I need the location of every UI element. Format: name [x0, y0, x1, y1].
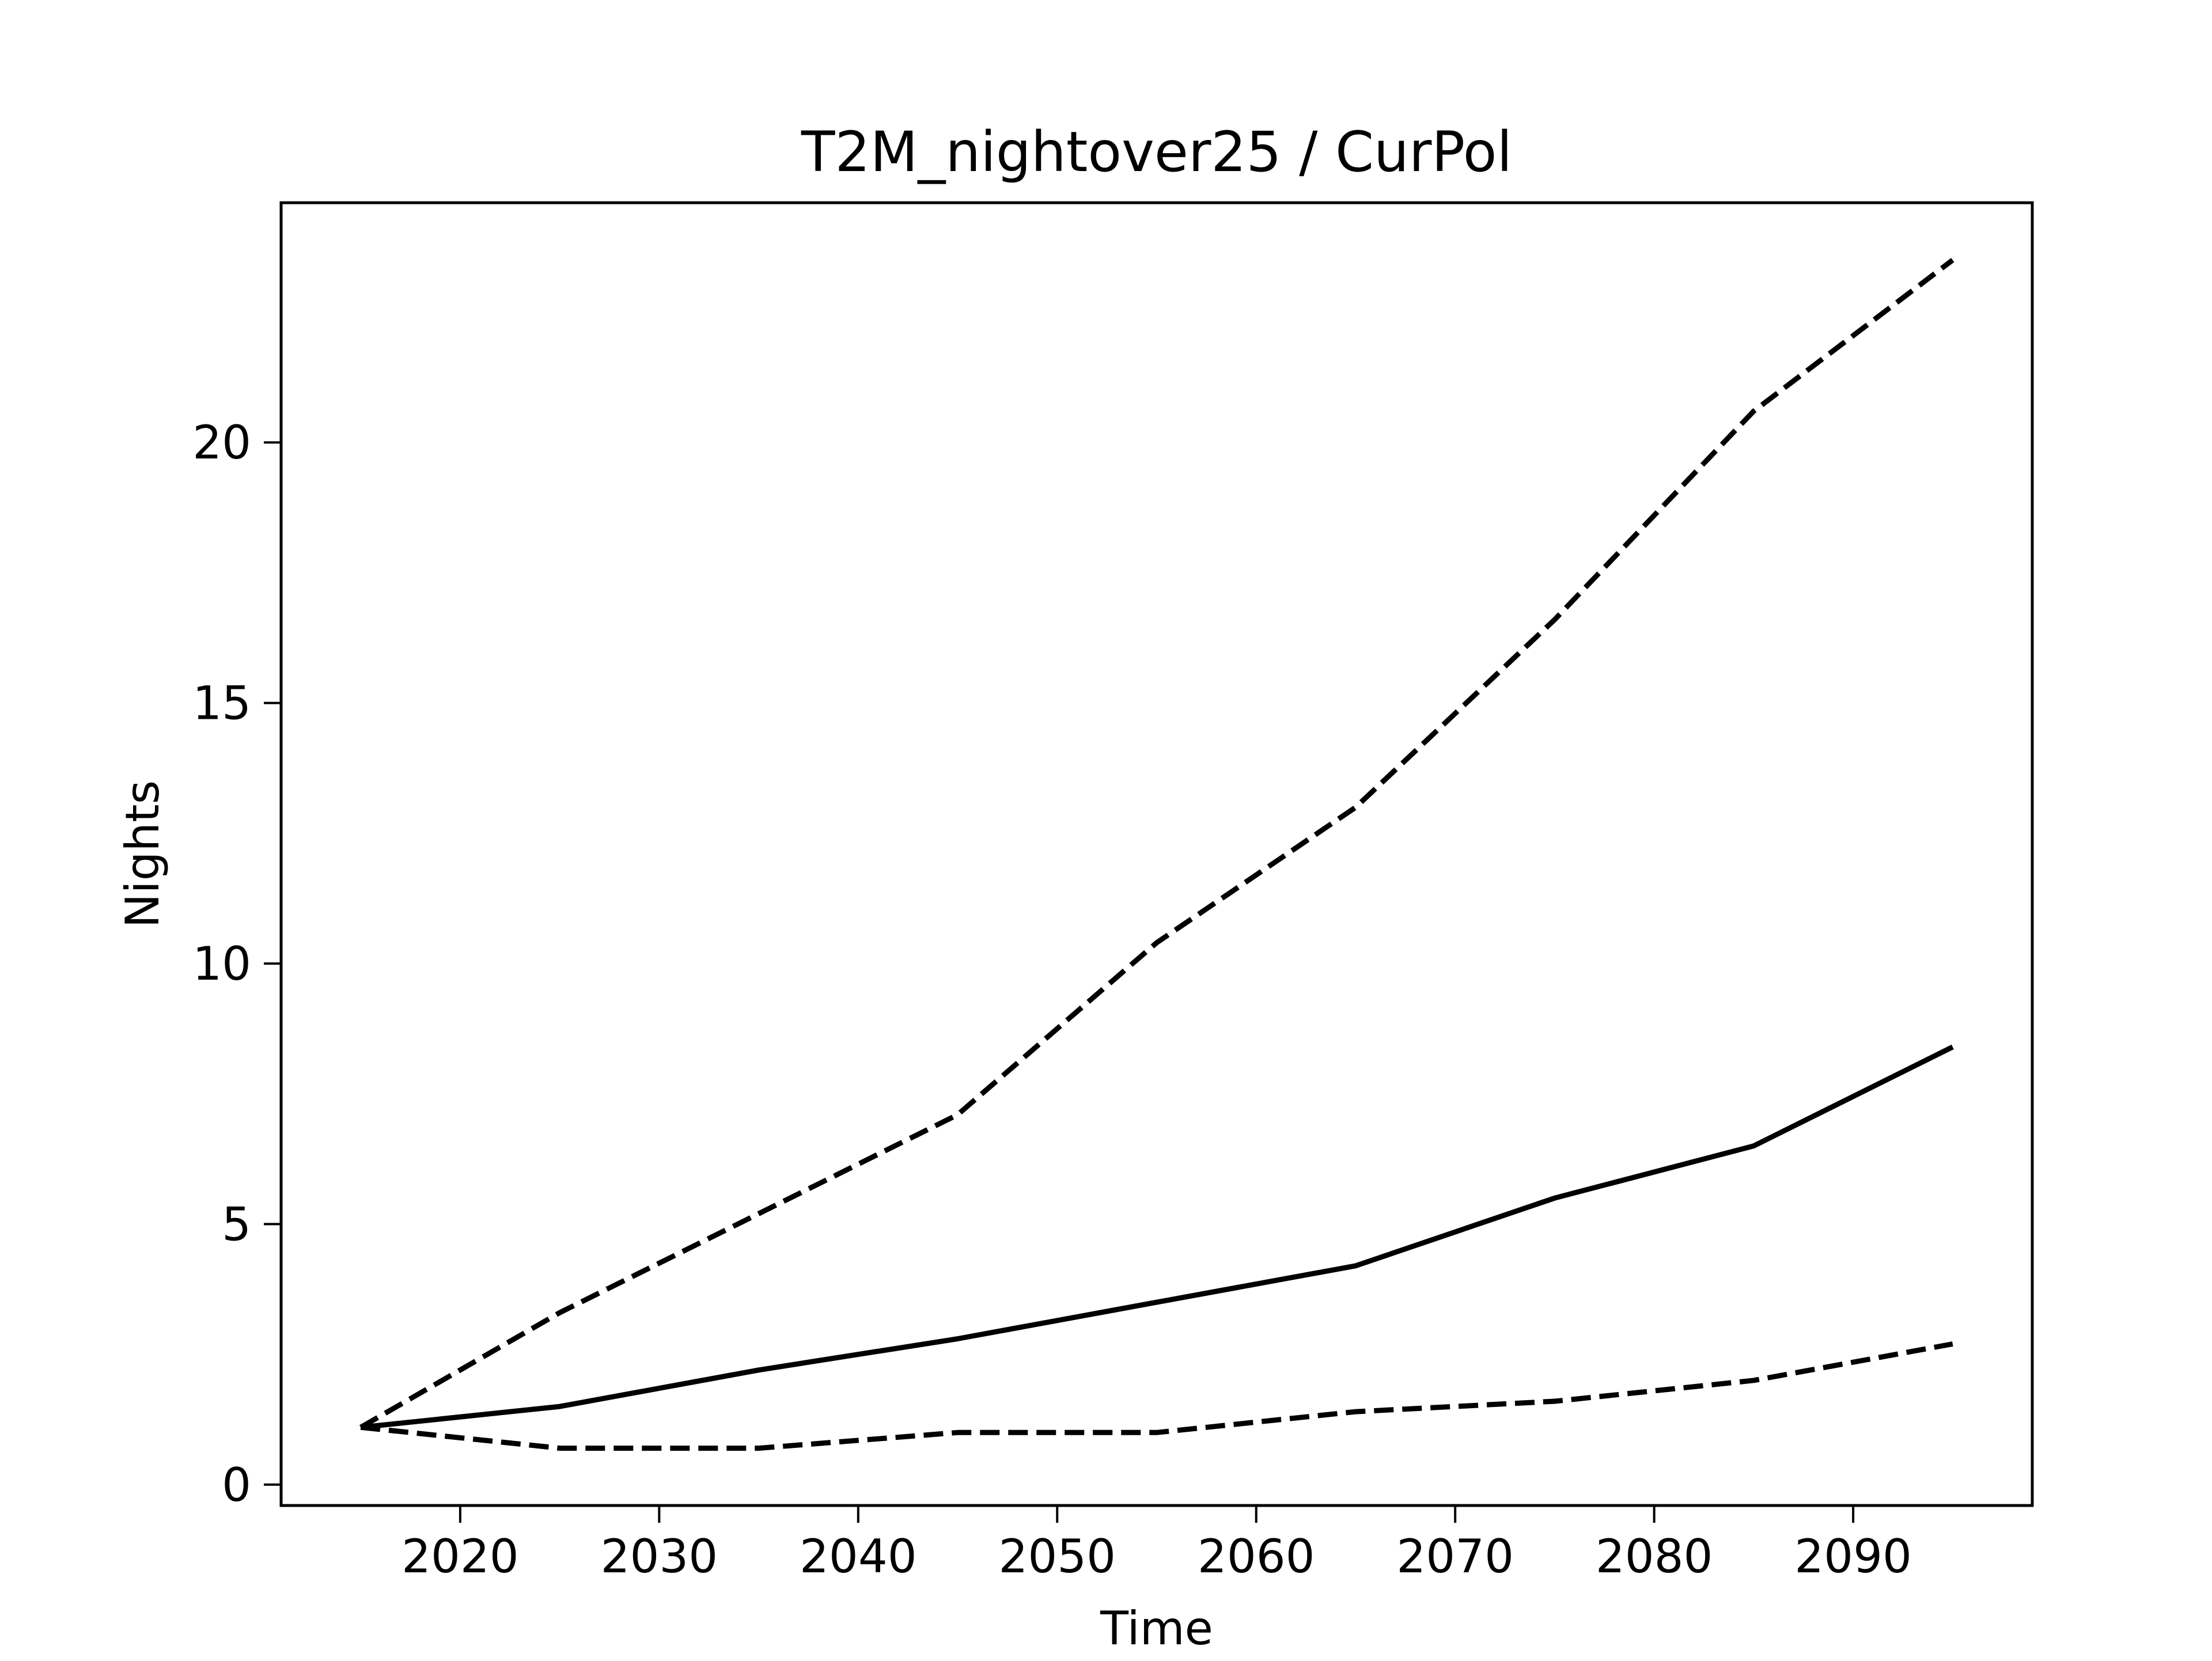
y-axis: 0 5 10 15 20 [192, 416, 281, 1512]
plot-frame [279, 201, 2034, 1507]
y-tick-label: 5 [222, 1197, 251, 1251]
x-tick-label: 2040 [800, 1530, 917, 1583]
y-axis-label: Nights [116, 780, 169, 928]
x-axis-label: Time [1100, 1602, 1213, 1655]
y-tick-label: 0 [222, 1458, 251, 1512]
x-tick-label: 2020 [402, 1530, 519, 1583]
x-tick-label: 2070 [1396, 1530, 1514, 1583]
y-tick-label: 10 [192, 937, 251, 991]
x-tick-label: 2060 [1198, 1530, 1315, 1583]
series-line-1 [359, 257, 1955, 1430]
x-tick-label: 2080 [1596, 1530, 1713, 1583]
x-tick-label: 2050 [998, 1530, 1116, 1583]
x-axis: 2020 2030 2040 2050 2060 2070 2080 2090 [402, 1505, 1912, 1583]
series-line-3 [360, 1341, 1953, 1451]
chart-title: T2M_nightover25 / CurPol [801, 120, 1512, 184]
x-tick-label: 2030 [601, 1530, 718, 1583]
x-tick-label: 2090 [1794, 1530, 1912, 1583]
series-line-2 [360, 1044, 1954, 1430]
y-tick-label: 20 [192, 416, 251, 469]
series-layer [359, 257, 1955, 1451]
y-tick-label: 15 [192, 677, 251, 730]
